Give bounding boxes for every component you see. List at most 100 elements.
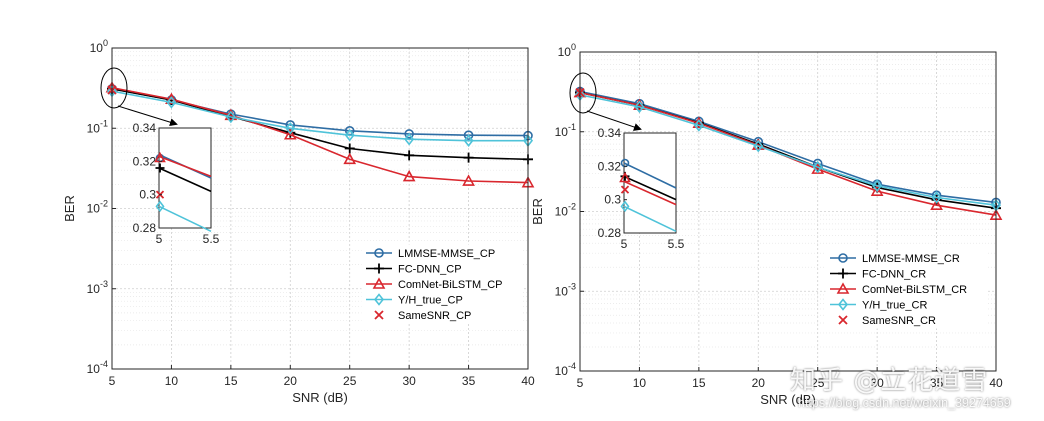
- data-point-3-4: [344, 128, 355, 142]
- y-tick-label-0: 100: [558, 42, 576, 59]
- legend: LMMSE-MMSE_CP FC-DNN_CP ComNet-BiLSTM_CP Y/…: [361, 244, 523, 324]
- inset-x-tick-label-1: 5.5: [668, 237, 685, 251]
- legend-label-1: FC-DNN_CP: [398, 264, 462, 276]
- data-point-3-2: [693, 119, 704, 132]
- data-point-1-4: [344, 143, 355, 154]
- inset-line-3: [623, 205, 677, 233]
- inset-y-tick-label-0: 0.34: [598, 126, 622, 140]
- y-tick-label-2: 10-2: [87, 199, 108, 216]
- series-line-2: [111, 86, 529, 184]
- legend-marker-4: [374, 310, 384, 320]
- x-tick-label-6: 35: [930, 376, 944, 390]
- legend-label-0: LMMSE-MMSE_CP: [398, 248, 495, 260]
- data-point-3-3: [753, 139, 764, 153]
- x-tick-label-1: 10: [165, 374, 179, 388]
- data-point-0-5: [404, 129, 414, 139]
- inset-marker-2: [619, 171, 631, 183]
- data-point-2-5: [402, 169, 416, 182]
- x-tick-label-2: 15: [224, 374, 238, 388]
- inset-marker-2: [155, 163, 165, 173]
- zoom-arrow: [586, 110, 642, 131]
- inset-y-tick-label-0: 0.34: [133, 121, 157, 135]
- inset-line-1: [158, 155, 212, 178]
- inset-y-tick-label-1: 0.32: [133, 154, 157, 168]
- zoom-ellipse: [569, 72, 597, 114]
- chart-2: 5 10 15 20 25 30 35 40 100 10-1 10-2 10-3 10-4 SNR (d…: [530, 42, 1003, 407]
- inset-marker-4: [620, 200, 630, 213]
- legend-label-0: LMMSE-MMSE_CR: [862, 253, 960, 265]
- inset-y-tick-label-2: 0.3: [139, 188, 156, 202]
- inset-y-tick-label-3: 0.28: [133, 221, 157, 235]
- inset-line-2: [158, 167, 212, 193]
- zoom-arrow: [117, 105, 178, 127]
- x-tick-label-7: 40: [521, 374, 535, 388]
- y-tick-label-4: 10-4: [555, 361, 576, 378]
- data-point-2-6: [930, 198, 943, 210]
- legend-label-2: ComNet-BiLSTM_CR: [862, 284, 967, 296]
- x-tick-label-4: 25: [343, 374, 357, 388]
- legend: LMMSE-MMSE_CR FC-DNN_CR ComNet-BiLSTM_CR Y/…: [825, 249, 987, 329]
- legend-marker-0: [374, 248, 384, 258]
- legend-label-2: ComNet-BiLSTM_CP: [398, 279, 503, 291]
- legend-marker-1: [838, 268, 848, 279]
- legend-marker-3: [837, 298, 849, 311]
- series-line-3: [111, 90, 528, 142]
- y-tick-label-3: 10-3: [87, 279, 108, 296]
- x-tick-label-7: 40: [989, 376, 1003, 390]
- x-axis-label: SNR (dB): [292, 390, 348, 405]
- inset: 0.34 0.32 0.3 0.285 5.5: [133, 121, 220, 246]
- x-tick-label-5: 30: [870, 376, 884, 390]
- series-line-3: [579, 94, 997, 206]
- series-line-0: [579, 90, 997, 204]
- inset-marker-4: [155, 200, 165, 213]
- data-point-3-6: [463, 134, 474, 147]
- y-tick-label-1: 10-1: [87, 118, 108, 135]
- chart-1: 5 10 15 20 25 30 35 40 100 10-1 10-2 10-3 10-4 SNR (d…: [62, 38, 535, 405]
- x-axis-label: SNR (dB): [760, 392, 816, 407]
- data-point-2-4: [343, 152, 357, 165]
- x-tick-label-3: 20: [752, 376, 766, 390]
- y-tick-label-2: 10-2: [555, 202, 576, 219]
- data-point-2-3: [283, 128, 297, 140]
- data-point-2-5: [870, 184, 884, 196]
- data-point-2-6: [462, 174, 475, 186]
- legend-box: [825, 249, 987, 329]
- data-point-3-5: [872, 179, 883, 193]
- x-tick-label-5: 30: [402, 374, 416, 388]
- inset-x-tick-label-0: 5: [621, 237, 628, 251]
- inset-x-tick-label-0: 5: [156, 232, 163, 246]
- inset-line-3: [158, 205, 212, 233]
- zoom-ellipse: [100, 67, 128, 109]
- data-point-3-4: [812, 160, 823, 174]
- data-point-3-2: [225, 110, 236, 124]
- legend-label-3: Y/H_true_CR: [862, 300, 927, 312]
- y-tick-label-4: 10-4: [87, 359, 108, 376]
- legend-marker-2: [836, 282, 850, 294]
- data-point-1-5: [404, 150, 415, 161]
- y-tick-label-1: 10-1: [555, 122, 576, 139]
- legend-label-3: Y/H_true_CP: [398, 295, 463, 307]
- inset-x-tick-label-1: 5.5: [203, 232, 220, 246]
- inset-line-2: [623, 180, 677, 206]
- y-tick-label-0: 100: [90, 38, 108, 55]
- data-point-1-6: [463, 152, 474, 163]
- legend-marker-3: [373, 293, 385, 306]
- legend-marker-0: [838, 253, 848, 263]
- watermark-url: https://blog.csdn.net/weixin_39274659: [798, 396, 1011, 410]
- x-tick-label-1: 10: [633, 376, 647, 390]
- data-point-3-1: [166, 96, 177, 109]
- x-tick-label-0: 5: [577, 376, 584, 390]
- inset-y-tick-label-3: 0.28: [598, 226, 622, 240]
- inset-marker-3: [620, 185, 630, 194]
- y-axis-label: BER: [62, 195, 77, 222]
- inset-line-0: [623, 162, 677, 189]
- inset: 0.34 0.32 0.3 0.285 5.5: [598, 126, 685, 251]
- series-line-1: [111, 88, 529, 161]
- x-tick-label-4: 25: [811, 376, 825, 390]
- legend-marker-2: [372, 277, 386, 289]
- data-point-3-1: [634, 100, 645, 114]
- inset-y-tick-label-1: 0.32: [598, 159, 622, 173]
- x-tick-label-0: 5: [109, 374, 116, 388]
- data-point-3-5: [404, 132, 415, 146]
